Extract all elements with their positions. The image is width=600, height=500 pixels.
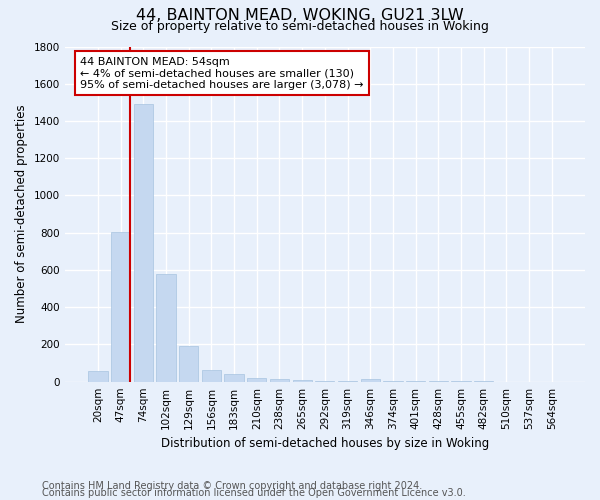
Text: 44 BAINTON MEAD: 54sqm
← 4% of semi-detached houses are smaller (130)
95% of sem: 44 BAINTON MEAD: 54sqm ← 4% of semi-deta… (80, 56, 364, 90)
Bar (247, 378, 266, 382)
Text: Contains public sector information licensed under the Open Government Licence v3: Contains public sector information licen… (42, 488, 466, 498)
Y-axis label: Number of semi-detached properties: Number of semi-detached properties (15, 105, 28, 324)
Bar (179, 346, 199, 382)
Bar (270, 379, 289, 382)
Bar (111, 232, 130, 382)
Text: Size of property relative to semi-detached houses in Woking: Size of property relative to semi-detach… (111, 20, 489, 33)
Text: Contains HM Land Registry data © Crown copyright and database right 2024.: Contains HM Land Registry data © Crown c… (42, 481, 422, 491)
Bar (202, 370, 221, 382)
Bar (134, 104, 153, 382)
Bar (293, 380, 312, 382)
Text: 44, BAINTON MEAD, WOKING, GU21 3LW: 44, BAINTON MEAD, WOKING, GU21 3LW (136, 8, 464, 22)
Bar (361, 379, 380, 382)
Bar (315, 380, 334, 382)
X-axis label: Distribution of semi-detached houses by size in Woking: Distribution of semi-detached houses by … (161, 437, 489, 450)
Bar (157, 274, 176, 382)
Bar (338, 381, 357, 382)
Bar (224, 374, 244, 382)
Bar (88, 372, 107, 382)
